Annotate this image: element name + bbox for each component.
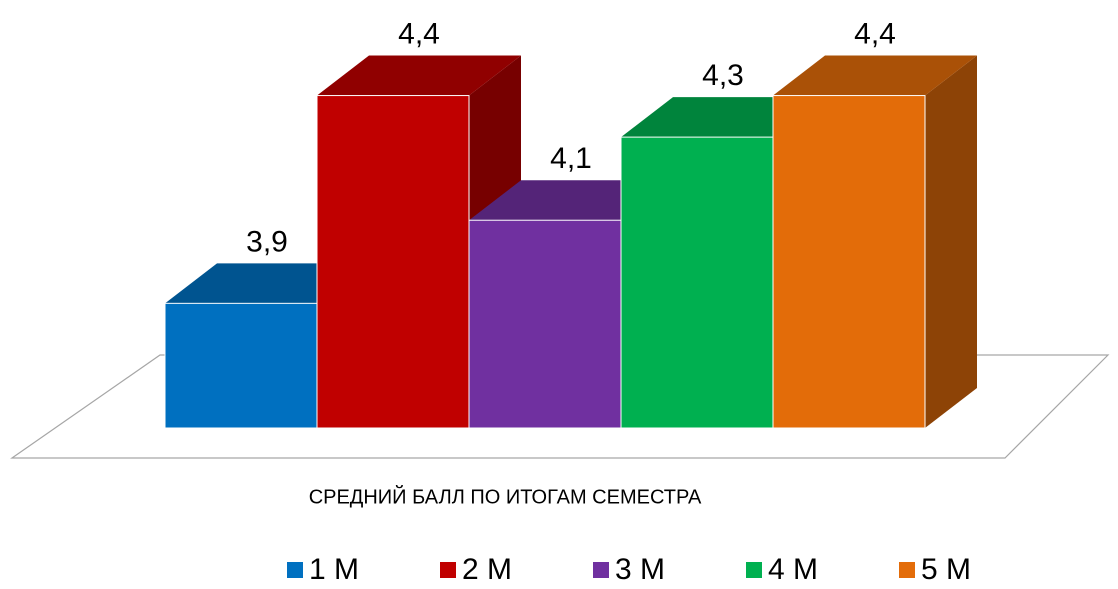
bar bbox=[316, 95, 470, 429]
bar bbox=[772, 95, 926, 429]
legend-label: 1 M bbox=[309, 553, 359, 584]
x-tick-label: СРЕДНИЙ БАЛЛ ПО ИТОГАМ СЕМЕСТРА bbox=[309, 484, 702, 508]
legend-label: 3 M bbox=[615, 553, 665, 584]
legend-label: 2 M bbox=[462, 553, 512, 584]
bar bbox=[620, 136, 774, 429]
data-label: 4,4 bbox=[854, 17, 896, 50]
data-label: 3,9 bbox=[246, 225, 288, 258]
legend-swatch bbox=[440, 562, 456, 578]
bar-side bbox=[925, 55, 977, 429]
bar bbox=[468, 219, 622, 429]
data-label: 4,3 bbox=[702, 59, 744, 92]
data-label: 4,1 bbox=[550, 142, 592, 175]
legend-label: 5 M bbox=[921, 553, 971, 584]
legend-swatch bbox=[746, 562, 762, 578]
bar bbox=[164, 302, 318, 429]
legend-label: 4 M bbox=[768, 553, 818, 584]
data-label: 4,4 bbox=[398, 17, 440, 50]
legend-swatch bbox=[593, 562, 609, 578]
bar-top bbox=[773, 55, 977, 96]
bar-top bbox=[317, 55, 521, 96]
legend-swatch bbox=[287, 562, 303, 578]
legend-swatch bbox=[899, 562, 915, 578]
